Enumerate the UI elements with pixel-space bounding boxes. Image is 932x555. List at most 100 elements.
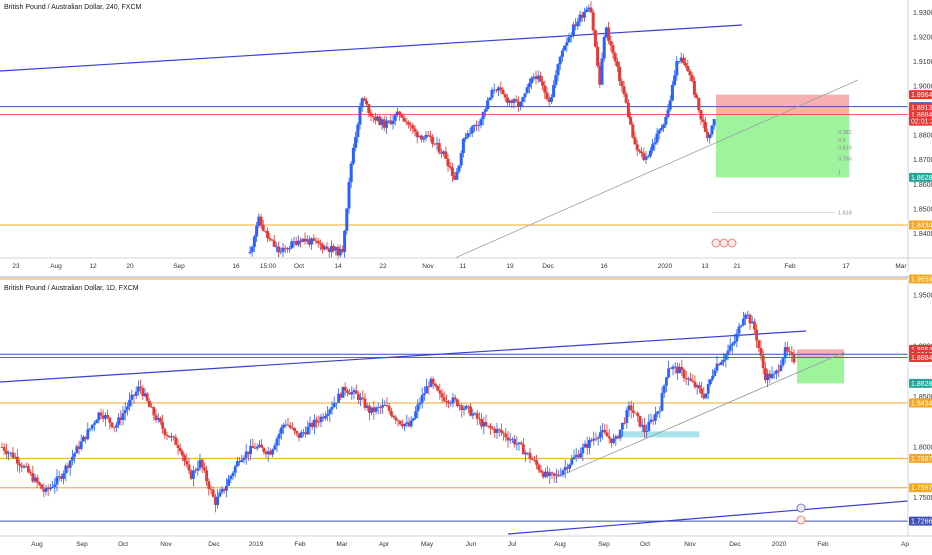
candle [620,78,624,92]
stop-loss-zone[interactable] [797,349,844,358]
candle [477,121,481,132]
channel-top-line[interactable] [0,24,743,72]
candle [786,341,789,356]
candle [504,427,508,442]
time-tick-label: Aug [50,263,62,270]
candle [35,474,39,489]
candle [592,431,596,446]
candle [554,70,558,89]
top-event-icons[interactable] [711,238,737,248]
candle [390,408,393,418]
time-tick-label: Jul [508,541,517,548]
candle [402,113,406,123]
candle [681,53,685,65]
take-profit-zone[interactable] [797,357,844,384]
candle [581,443,585,462]
candle [401,419,404,429]
candle [626,99,630,119]
candle [20,462,24,472]
candle [161,414,164,434]
economic-event-icon[interactable] [796,503,806,513]
candle [604,26,608,39]
candle [365,402,369,411]
candle [679,52,683,64]
bottom-event-icons[interactable] [796,503,806,525]
candle [703,116,707,133]
candle [526,452,530,456]
candle [711,369,714,382]
time-tick-label: 16 [232,263,240,270]
candle [574,18,578,31]
candle [299,429,303,438]
candle [470,125,474,138]
candle [539,464,543,474]
candle [634,412,637,414]
economic-event-icon[interactable] [719,238,729,248]
candle [757,339,761,352]
candle [522,437,525,455]
candle [428,130,432,142]
price-tick-label: 1.80000 [913,444,932,451]
candle [602,34,606,62]
fib-level-label: 0.618 [838,146,852,152]
channel-top-line[interactable] [0,330,807,383]
price-badge-label: 1.86283 [911,381,932,388]
candle [623,417,626,425]
candle [693,375,697,390]
candle [266,446,270,462]
candle [33,473,37,484]
bottom-price-axis[interactable]: 1.950001.900001.850001.800001.75000 [913,293,932,502]
price-badge-label: 1.84345 [911,400,932,407]
time-tick-label: 14 [334,263,342,270]
economic-event-icon[interactable] [796,515,806,525]
price-tick-label: 1.75000 [913,495,932,502]
candle [687,376,690,386]
price-badge-label: 1.84345 [911,222,932,229]
candle [79,434,83,451]
candle [781,357,785,368]
time-tick-label: Oct [640,541,650,548]
candle [356,122,360,143]
candle [27,463,30,474]
top-time-axis[interactable]: 23 Aug 12 20 Sep 16 15:00 Oct 14 22 Nov 11 19 Dec 16 20… [12,263,907,270]
rising-trend-line[interactable] [554,351,846,479]
economic-event-icon[interactable] [727,238,737,248]
candle [400,112,404,119]
candle [2,443,6,455]
price-tick-label: 1.86000 [913,182,932,189]
candle [768,370,772,384]
candle [296,235,300,247]
candle [521,96,525,107]
candle [343,229,347,258]
candle [549,94,553,105]
stop-loss-zone[interactable] [716,94,849,115]
candle [550,471,554,480]
candle [187,457,191,475]
channel-bottom-line[interactable] [507,500,909,535]
candle [701,114,705,129]
candle [433,143,437,146]
candle [236,457,239,467]
candle [648,147,652,159]
candle [392,414,395,419]
candle [49,483,52,492]
candle [418,397,422,410]
candle [258,439,261,448]
candle [616,434,620,440]
candle [306,420,310,436]
fib-level-label: 0.5 [838,138,846,144]
candle [556,63,560,82]
candle [494,88,498,93]
candle [299,237,303,248]
candle [775,369,778,380]
candle [565,37,569,52]
candle [459,150,463,169]
candle [582,7,586,22]
bottom-time-axis[interactable]: Aug Sep Oct Nov Dec 2019 Feb Mar Apr May Jun Jul Aug… [31,541,909,548]
take-profit-zone[interactable] [716,114,849,178]
economic-event-icon[interactable] [711,238,721,248]
rising-trend-line[interactable] [454,79,859,259]
top-lines [0,24,908,259]
demand-zone[interactable] [620,431,699,438]
candle [746,310,750,319]
